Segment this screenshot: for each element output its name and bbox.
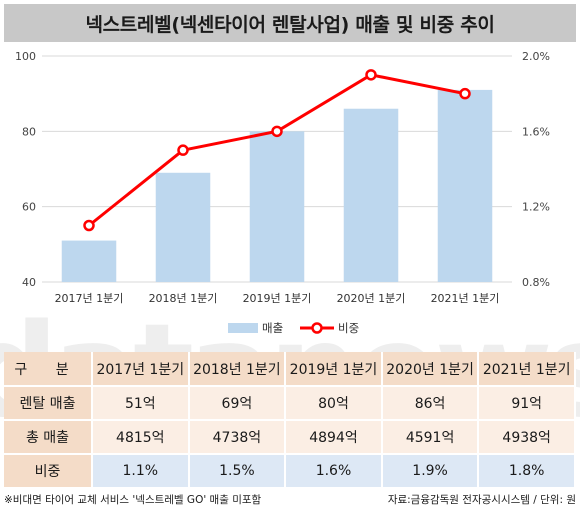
y-right-tick-label: 1.2% (522, 201, 550, 214)
legend-marker (311, 322, 323, 334)
table-cell: 1.9% (381, 454, 480, 489)
chart-title-bar: 넥스트레벨(넥센타이어 렌탈사업) 매출 및 비중 추이 (4, 4, 576, 42)
table-header-cell: 2019년 1분기 (285, 352, 383, 387)
line-point (365, 69, 377, 81)
footer-source: 자료:금융감독원 전자공시시스템 / 단위: 원 (387, 493, 576, 506)
table-cell: 4738억 (188, 420, 287, 455)
table-cell: 4591억 (381, 420, 480, 455)
y-right-tick-label: 2.0% (522, 50, 550, 63)
table-row-label: 총 매출 (4, 420, 93, 455)
y-left-tick-label: 100 (15, 50, 36, 63)
chart-title: 넥스트레벨(넥센타이어 렌탈사업) 매출 및 비중 추이 (85, 13, 495, 36)
table-header-label: 구 분 (4, 352, 93, 387)
x-tick-label: 2017년 1분기 (55, 292, 124, 305)
table-cell: 4815억 (92, 420, 190, 455)
bar (155, 172, 211, 282)
table-header-cell: 2020년 1분기 (381, 352, 480, 387)
chart-area: 40 60 80 100 0.8% 1.2% 1.6% 2.0% 2017년 1분기 2018년 … (0, 44, 580, 350)
table-row-label: 렌탈 매출 (4, 386, 93, 421)
line-point (459, 87, 471, 100)
line-point (83, 219, 95, 232)
table-cell: 1.8% (478, 454, 576, 489)
combo-chart: 40 60 80 100 0.8% 1.2% 1.6% 2.0% 2017년 1분기 2018년 … (15, 50, 550, 335)
footer: ※비대면 타이어 교체 서비스 '넥스트레벨 GO' 매출 미포함 자료:금융감… (4, 490, 576, 508)
legend-swatch-bar (228, 323, 258, 333)
table-cell: 80억 (285, 386, 383, 421)
line-point (271, 125, 283, 138)
x-tick-label: 2019년 1분기 (243, 292, 312, 305)
x-tick-label: 2021년 1분기 (431, 292, 500, 305)
table-row-rental-sales: 렌탈 매출 51억 69억 80억 86억 91억 (4, 386, 576, 421)
table-cell: 1.5% (188, 454, 287, 489)
table-cell: 4894억 (285, 420, 383, 455)
y-right-tick-label: 0.8% (522, 276, 550, 289)
table-header-cell: 2017년 1분기 (92, 352, 190, 387)
bar (249, 131, 305, 282)
table-header-cell: 2021년 1분기 (478, 352, 576, 387)
y-left-tick-label: 80 (22, 125, 36, 138)
footer-note: ※비대면 타이어 교체 서비스 '넥스트레벨 GO' 매출 미포함 (4, 493, 262, 506)
y-right-tick-label: 1.6% (522, 125, 550, 138)
table-header-row: 구 분 2017년 1분기 2018년 1분기 2019년 1분기 2020년 … (4, 352, 576, 387)
data-table: 구 분 2017년 1분기 2018년 1분기 2019년 1분기 2020년 … (4, 352, 576, 489)
y-left-tick-label: 60 (22, 201, 36, 214)
bar (437, 89, 493, 283)
x-tick-label: 2018년 1분기 (149, 292, 218, 305)
line-point (177, 144, 189, 156)
table-cell: 86억 (381, 386, 480, 421)
bar (343, 108, 399, 282)
table-cell: 69억 (188, 386, 287, 421)
table-header-cell: 2018년 1분기 (188, 352, 287, 387)
table-cell: 91억 (478, 386, 576, 421)
table-row-total-sales: 총 매출 4815억 4738억 4894억 4591억 4938억 (4, 420, 576, 455)
table-cell: 1.6% (285, 454, 383, 489)
table-row-label: 비중 (4, 454, 93, 489)
table-cell: 1.1% (92, 454, 190, 489)
legend-label-line: 비중 (338, 321, 359, 335)
table-cell: 4938억 (478, 420, 576, 455)
legend-label-bar: 매출 (262, 321, 283, 335)
y-left-tick-label: 40 (22, 276, 36, 289)
bar (61, 240, 117, 282)
table-cell: 51억 (92, 386, 190, 421)
table-row-share: 비중 1.1% 1.5% 1.6% 1.9% 1.8% (4, 454, 576, 489)
x-tick-label: 2020년 1분기 (337, 292, 406, 305)
